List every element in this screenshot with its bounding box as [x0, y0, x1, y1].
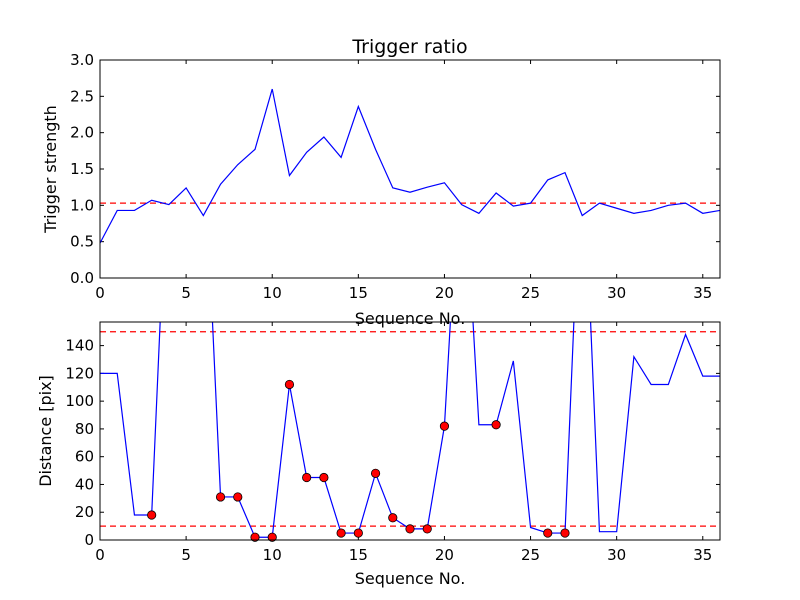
x-tick-label: 15 [349, 546, 368, 564]
data-point [215, 492, 226, 502]
data-point [422, 524, 432, 534]
series-line [100, 88, 720, 244]
x-tick-label: 25 [521, 284, 540, 302]
y-tick-label: 1.0 [70, 196, 94, 214]
data-point [250, 532, 260, 542]
data-point [439, 421, 450, 431]
data-point [233, 492, 243, 502]
y-tick-label: 1.5 [70, 160, 94, 178]
series-group [100, 88, 720, 244]
x-tick-label: 20 [435, 546, 454, 564]
tick-group: 0 5 10 15 20 25 30 35 0.0 0.5 1.0 1.5 2.0 2.5 3.0 [70, 51, 720, 302]
x-tick-label: 20 [435, 284, 454, 302]
data-point [267, 532, 277, 542]
data-point [560, 528, 570, 538]
x-tick-label: 5 [181, 284, 191, 302]
x-tick-label: 15 [349, 284, 368, 302]
series-group [100, 322, 720, 542]
data-point [284, 379, 295, 390]
x-tick-label: 10 [263, 546, 282, 564]
data-point [543, 528, 553, 538]
x-tick-label: 35 [693, 284, 712, 302]
y-tick-label: 20 [75, 503, 94, 521]
data-point [147, 510, 157, 520]
y-tick-label: 140 [65, 337, 94, 355]
y-tick-label: 60 [75, 448, 94, 466]
chart-distance: Sequence No. Distance [pix] 0 5 10 15 20 25 30… [36, 321, 721, 588]
x-tick-label: 25 [521, 546, 540, 564]
x-axis-label: Sequence No. [355, 569, 466, 588]
x-tick-label: 5 [181, 546, 191, 564]
x-tick-label: 0 [95, 546, 105, 564]
y-tick-label: 0.0 [70, 269, 94, 287]
data-point [370, 468, 381, 478]
y-axis-label: Trigger strength [41, 105, 60, 234]
data-point [388, 513, 398, 523]
y-axis-label: Distance [pix] [36, 375, 55, 487]
x-axis-label: Sequence No. [355, 309, 466, 328]
chart-trigger-ratio: Trigger ratio Sequence No. Trigger stren… [41, 36, 721, 328]
y-tick-label: 0 [84, 531, 94, 549]
data-point [302, 472, 312, 483]
y-tick-label: 80 [75, 420, 94, 438]
y-tick-label: 0.5 [70, 233, 94, 251]
x-tick-label: 30 [607, 284, 626, 302]
x-tick-label: 35 [693, 546, 712, 564]
chart-title: Trigger ratio [351, 36, 467, 58]
x-tick-label: 10 [263, 284, 282, 302]
y-tick-label: 120 [65, 364, 94, 382]
y-tick-label: 100 [65, 392, 94, 410]
series-line [100, 322, 720, 538]
data-point [336, 528, 346, 538]
data-point [319, 472, 329, 483]
y-tick-label: 2.0 [70, 124, 94, 142]
plot-frame [99, 59, 721, 279]
data-point [353, 528, 363, 538]
tick-group: 0 5 10 15 20 25 30 35 0 20 40 60 80 100 120 140 [65, 322, 720, 564]
y-tick-label: 40 [75, 475, 94, 493]
x-tick-label: 30 [607, 546, 626, 564]
data-point [405, 524, 415, 534]
plot-frame [99, 321, 721, 541]
data-point [491, 420, 501, 430]
y-tick-label: 3.0 [70, 51, 94, 69]
y-tick-label: 2.5 [70, 87, 94, 105]
x-tick-label: 0 [95, 284, 105, 302]
